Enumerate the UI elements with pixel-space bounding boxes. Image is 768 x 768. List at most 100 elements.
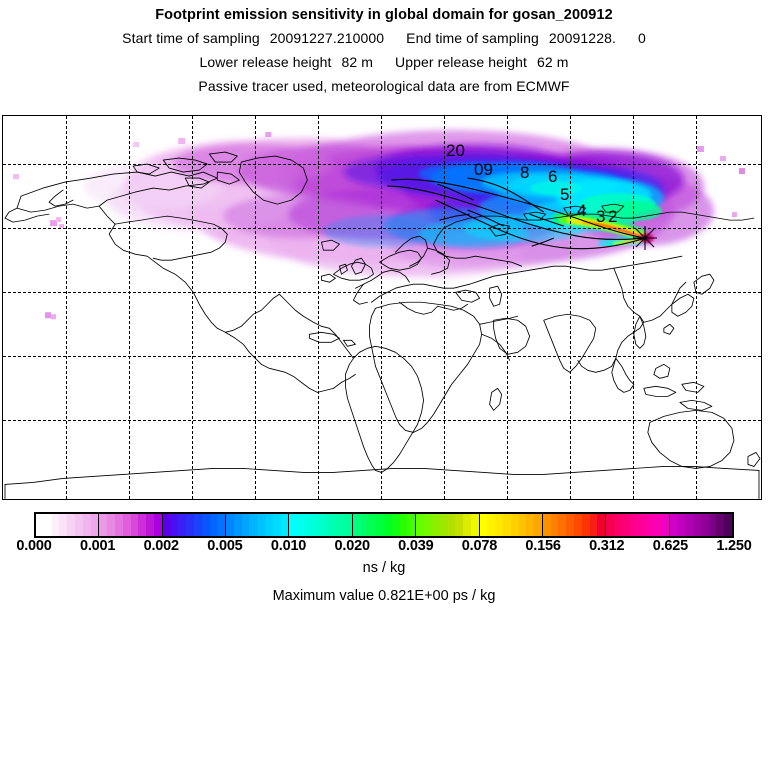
colorbar-shade — [360, 514, 369, 536]
colorbar-shade — [589, 514, 598, 536]
colorbar-shade — [82, 514, 91, 536]
gridline-lat — [3, 356, 761, 357]
colorbar-shade — [280, 514, 289, 536]
colorbar-shade — [90, 514, 99, 536]
gridline-lon — [129, 116, 130, 499]
colorbar-tick: 0.005 — [207, 538, 243, 554]
colorbar-shade — [272, 514, 281, 536]
gridline-lat — [3, 292, 761, 293]
contour-layer — [387, 177, 646, 250]
colorbar-segment — [352, 514, 417, 536]
colorbar-shade — [107, 514, 115, 536]
gridline-lat — [3, 420, 761, 421]
colorbar-shade — [660, 514, 669, 536]
colorbar-shade — [217, 514, 226, 536]
gridline-lon — [696, 116, 697, 499]
colorbar-shade — [59, 514, 68, 536]
colorbar-tick: 0.156 — [525, 538, 561, 554]
colorbar-shade — [74, 514, 83, 536]
colorbar-tick: 0.010 — [270, 538, 307, 554]
colorbar-shade — [352, 514, 361, 536]
colorbar-shade — [241, 514, 250, 536]
colorbar-shade — [581, 514, 590, 536]
upper-release-label: Upper release height — [395, 54, 527, 70]
contour-label: 3 — [596, 207, 606, 226]
colorbar-tick: 0.000 — [16, 538, 52, 554]
gridline-lat — [3, 164, 761, 165]
colorbar-shade — [186, 514, 194, 536]
colorbar-shade — [566, 514, 575, 536]
colorbar-tick: 1.250 — [716, 538, 752, 554]
colorbar-shade — [297, 514, 306, 536]
colorbar-segment — [162, 514, 227, 536]
gridline-lon — [570, 116, 571, 499]
colorbar — [34, 512, 734, 538]
end-time-label: End time of sampling — [406, 30, 539, 46]
colorbar-shade — [677, 514, 686, 536]
colorbar-shade — [209, 514, 218, 536]
colorbar-shade — [36, 514, 44, 536]
gridline-lon — [318, 116, 319, 499]
colorbar-shade — [558, 514, 567, 536]
colorbar-tick: 0.078 — [461, 538, 498, 554]
end-time-value: 20091228. — [548, 30, 616, 46]
colorbar-shade — [724, 514, 732, 536]
colorbar-shade — [645, 514, 654, 536]
colorbar-shade — [669, 514, 678, 536]
colorbar-shade — [170, 514, 179, 536]
colorbar-shade — [201, 514, 210, 536]
colorbar-segment — [99, 514, 163, 536]
colorbar-tick: 0.312 — [589, 538, 625, 554]
colorbar-shade — [320, 514, 329, 536]
colorbar-shade — [502, 514, 511, 536]
figure-header: Footprint emission sensitivity in global… — [0, 0, 768, 98]
colorbar-shade — [439, 514, 448, 536]
colorbar-tick: 0.002 — [143, 538, 179, 554]
colorbar-shade — [336, 514, 345, 536]
colorbar-shade — [447, 514, 456, 536]
colorbar-shade — [606, 514, 615, 536]
colorbar-shade — [122, 514, 131, 536]
colorbar-shade — [305, 514, 313, 536]
colorbar-shade — [479, 514, 488, 536]
colorbar-segment — [479, 514, 543, 536]
colorbar-shade — [399, 514, 408, 536]
colorbar-segment — [416, 514, 480, 536]
colorbar-shade — [534, 514, 542, 536]
gridline-lon — [66, 116, 67, 499]
colorbar-shade — [257, 514, 266, 536]
colorbar-segment — [606, 514, 670, 536]
release-height-line: Lower release height 82 m Upper release he… — [0, 50, 768, 74]
colorbar-shade — [153, 514, 162, 536]
colorbar-shade — [708, 514, 717, 536]
colorbar-shade — [510, 514, 519, 536]
colorbar-segment — [669, 514, 732, 536]
gridline-lon — [255, 116, 256, 499]
end-time-extra: 0 — [637, 30, 646, 46]
colorbar-shade — [376, 514, 384, 536]
release-site-marker — [633, 226, 657, 250]
contour-label: 5 — [560, 185, 570, 204]
contour-label: 4 — [577, 201, 587, 220]
colorbar-tick: 0.020 — [334, 538, 370, 554]
colorbar-shade — [550, 514, 559, 536]
colorbar-shade — [51, 514, 60, 536]
colorbar-shade — [526, 514, 535, 536]
colorbar-shade — [495, 514, 503, 536]
colorbar-shade — [518, 514, 527, 536]
colorbar-unit-label: ns / kg — [362, 560, 406, 576]
start-time-label: Start time of sampling — [122, 30, 260, 46]
lower-release-value: 82 m — [341, 54, 373, 70]
colorbar-shade — [470, 514, 479, 536]
colorbar-shade — [487, 514, 496, 536]
gridline-lat — [3, 228, 761, 229]
colorbar-shade — [685, 514, 693, 536]
colorbar-tick: 0.039 — [398, 538, 434, 554]
colorbar-shade — [574, 514, 582, 536]
colorbar-shade — [692, 514, 701, 536]
tracer-note: Passive tracer used, meteorological data… — [198, 78, 570, 94]
colorbar-tick-labels: 0.000 0.001 0.002 0.005 0.010 0.020 0.039 0.078… — [0, 538, 768, 558]
colorbar-shade — [130, 514, 139, 536]
colorbar-shade — [99, 514, 108, 536]
colorbar-panel: 0.000 0.001 0.002 0.005 0.010 0.020 0.039 0.078… — [0, 505, 768, 565]
